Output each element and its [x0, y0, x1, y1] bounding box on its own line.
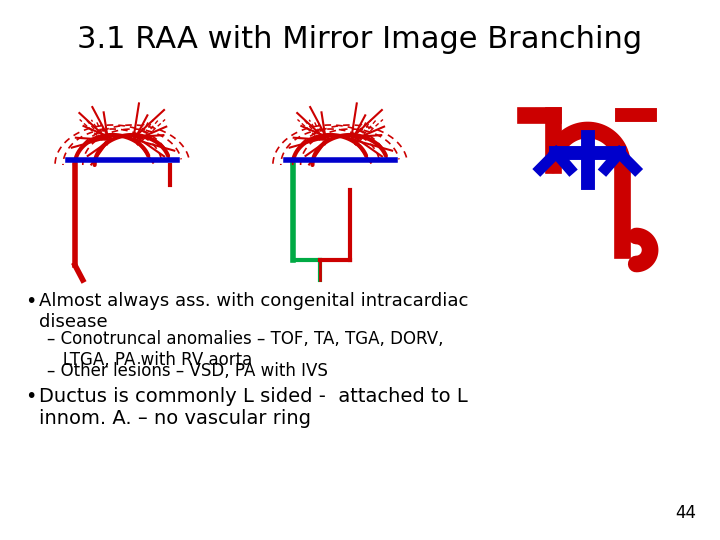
Text: •: •	[25, 387, 37, 406]
Text: •: •	[25, 292, 37, 311]
Text: Ductus is commonly L sided -  attached to L
innom. A. – no vascular ring: Ductus is commonly L sided - attached to…	[39, 387, 468, 428]
Text: 44: 44	[675, 504, 697, 522]
Text: 3.1 RAA with Mirror Image Branching: 3.1 RAA with Mirror Image Branching	[78, 25, 642, 54]
Text: Almost always ass. with congenital intracardiac
disease: Almost always ass. with congenital intra…	[39, 292, 469, 331]
Text: – Other lesions – VSD, PA with IVS: – Other lesions – VSD, PA with IVS	[47, 362, 328, 380]
Text: – Conotruncal anomalies – TOF, TA, TGA, DORV,
   LTGA, PA with RV aorta: – Conotruncal anomalies – TOF, TA, TGA, …	[47, 330, 444, 369]
